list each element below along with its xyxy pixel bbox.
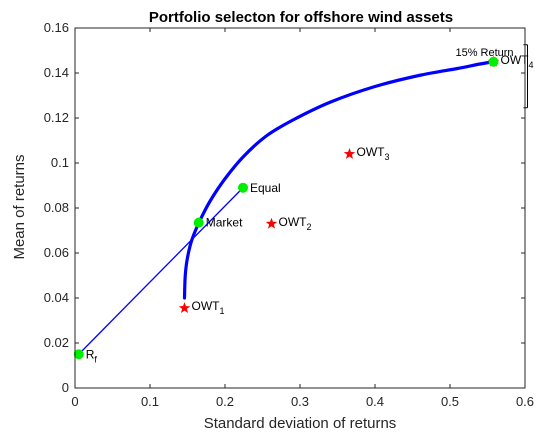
x-tick-label: 0.1 [141,394,159,409]
x-tick-label: 0.2 [216,394,234,409]
y-tick-label: 0.16 [44,20,69,35]
y-tick-label: 0 [62,380,69,395]
marker-label: Rf [86,347,98,364]
y-tick-label: 0.06 [44,245,69,260]
asset-point [343,148,356,159]
x-axis-label: Standard deviation of returns [204,415,397,432]
cml-line [78,187,244,355]
x-tick-label: 0.3 [291,394,309,409]
axes-box [74,27,526,389]
marker-label: OWT2 [279,215,312,232]
x-tick-label: 0.6 [516,394,534,409]
axes: 0 0.1 0.2 0.3 0.4 0.5 0.6 0 0.02 0.04 0.06 0.08 0.1 0… [44,20,534,409]
x-tick-label: 0 [71,394,78,409]
asset-point [265,217,278,229]
y-tick-label: 0.02 [44,335,69,350]
marker-label-subscript: 3 [385,152,390,162]
y-tick-label: 0.04 [44,290,69,305]
portfolio-point [488,56,499,67]
marker-label-subscript: 2 [307,222,312,232]
x-tick-label: 0.4 [366,394,384,409]
marker-label-subscript: f [94,354,97,364]
return-annotation: 15% Return [455,47,513,59]
y-tick-label: 0.14 [44,65,69,80]
marker-label-subscript: 1 [220,306,225,316]
portfolio-markers [73,56,499,360]
frontier-curve [182,60,496,300]
y-axis-label: Mean of returns [11,154,28,259]
marker-label-text: OWT [501,53,530,67]
portfolio-point [238,182,248,193]
marker-label-text: Equal [250,181,281,195]
marker-label-text: R [86,347,95,361]
portfolio-point [73,349,84,360]
y-tick-label: 0.1 [51,155,69,170]
capital-market-line [78,187,244,355]
marker-label-text: OWT [192,299,221,313]
marker-label-subscript: 4 [529,60,534,70]
plot-area [75,28,525,388]
y-tick-label: 0.12 [44,110,69,125]
x-tick-label: 0.5 [441,394,459,409]
marker-label-text: OWT [279,215,308,229]
marker-label-text: OWT [357,145,386,159]
marker-label-text: Market [206,216,243,230]
marker-label: OWT3 [357,145,390,162]
marker-label: OWT1 [192,299,225,316]
efficient-frontier [182,60,496,300]
marker-label: Equal [250,181,281,195]
chart-title: Portfolio selecton for offshore wind ass… [149,9,453,26]
asset-point [178,302,191,313]
marker-label: Market [206,216,243,230]
portfolio-point [193,217,204,228]
y-tick-label: 0.08 [44,200,69,215]
marker-label: OWT4 [501,53,534,70]
